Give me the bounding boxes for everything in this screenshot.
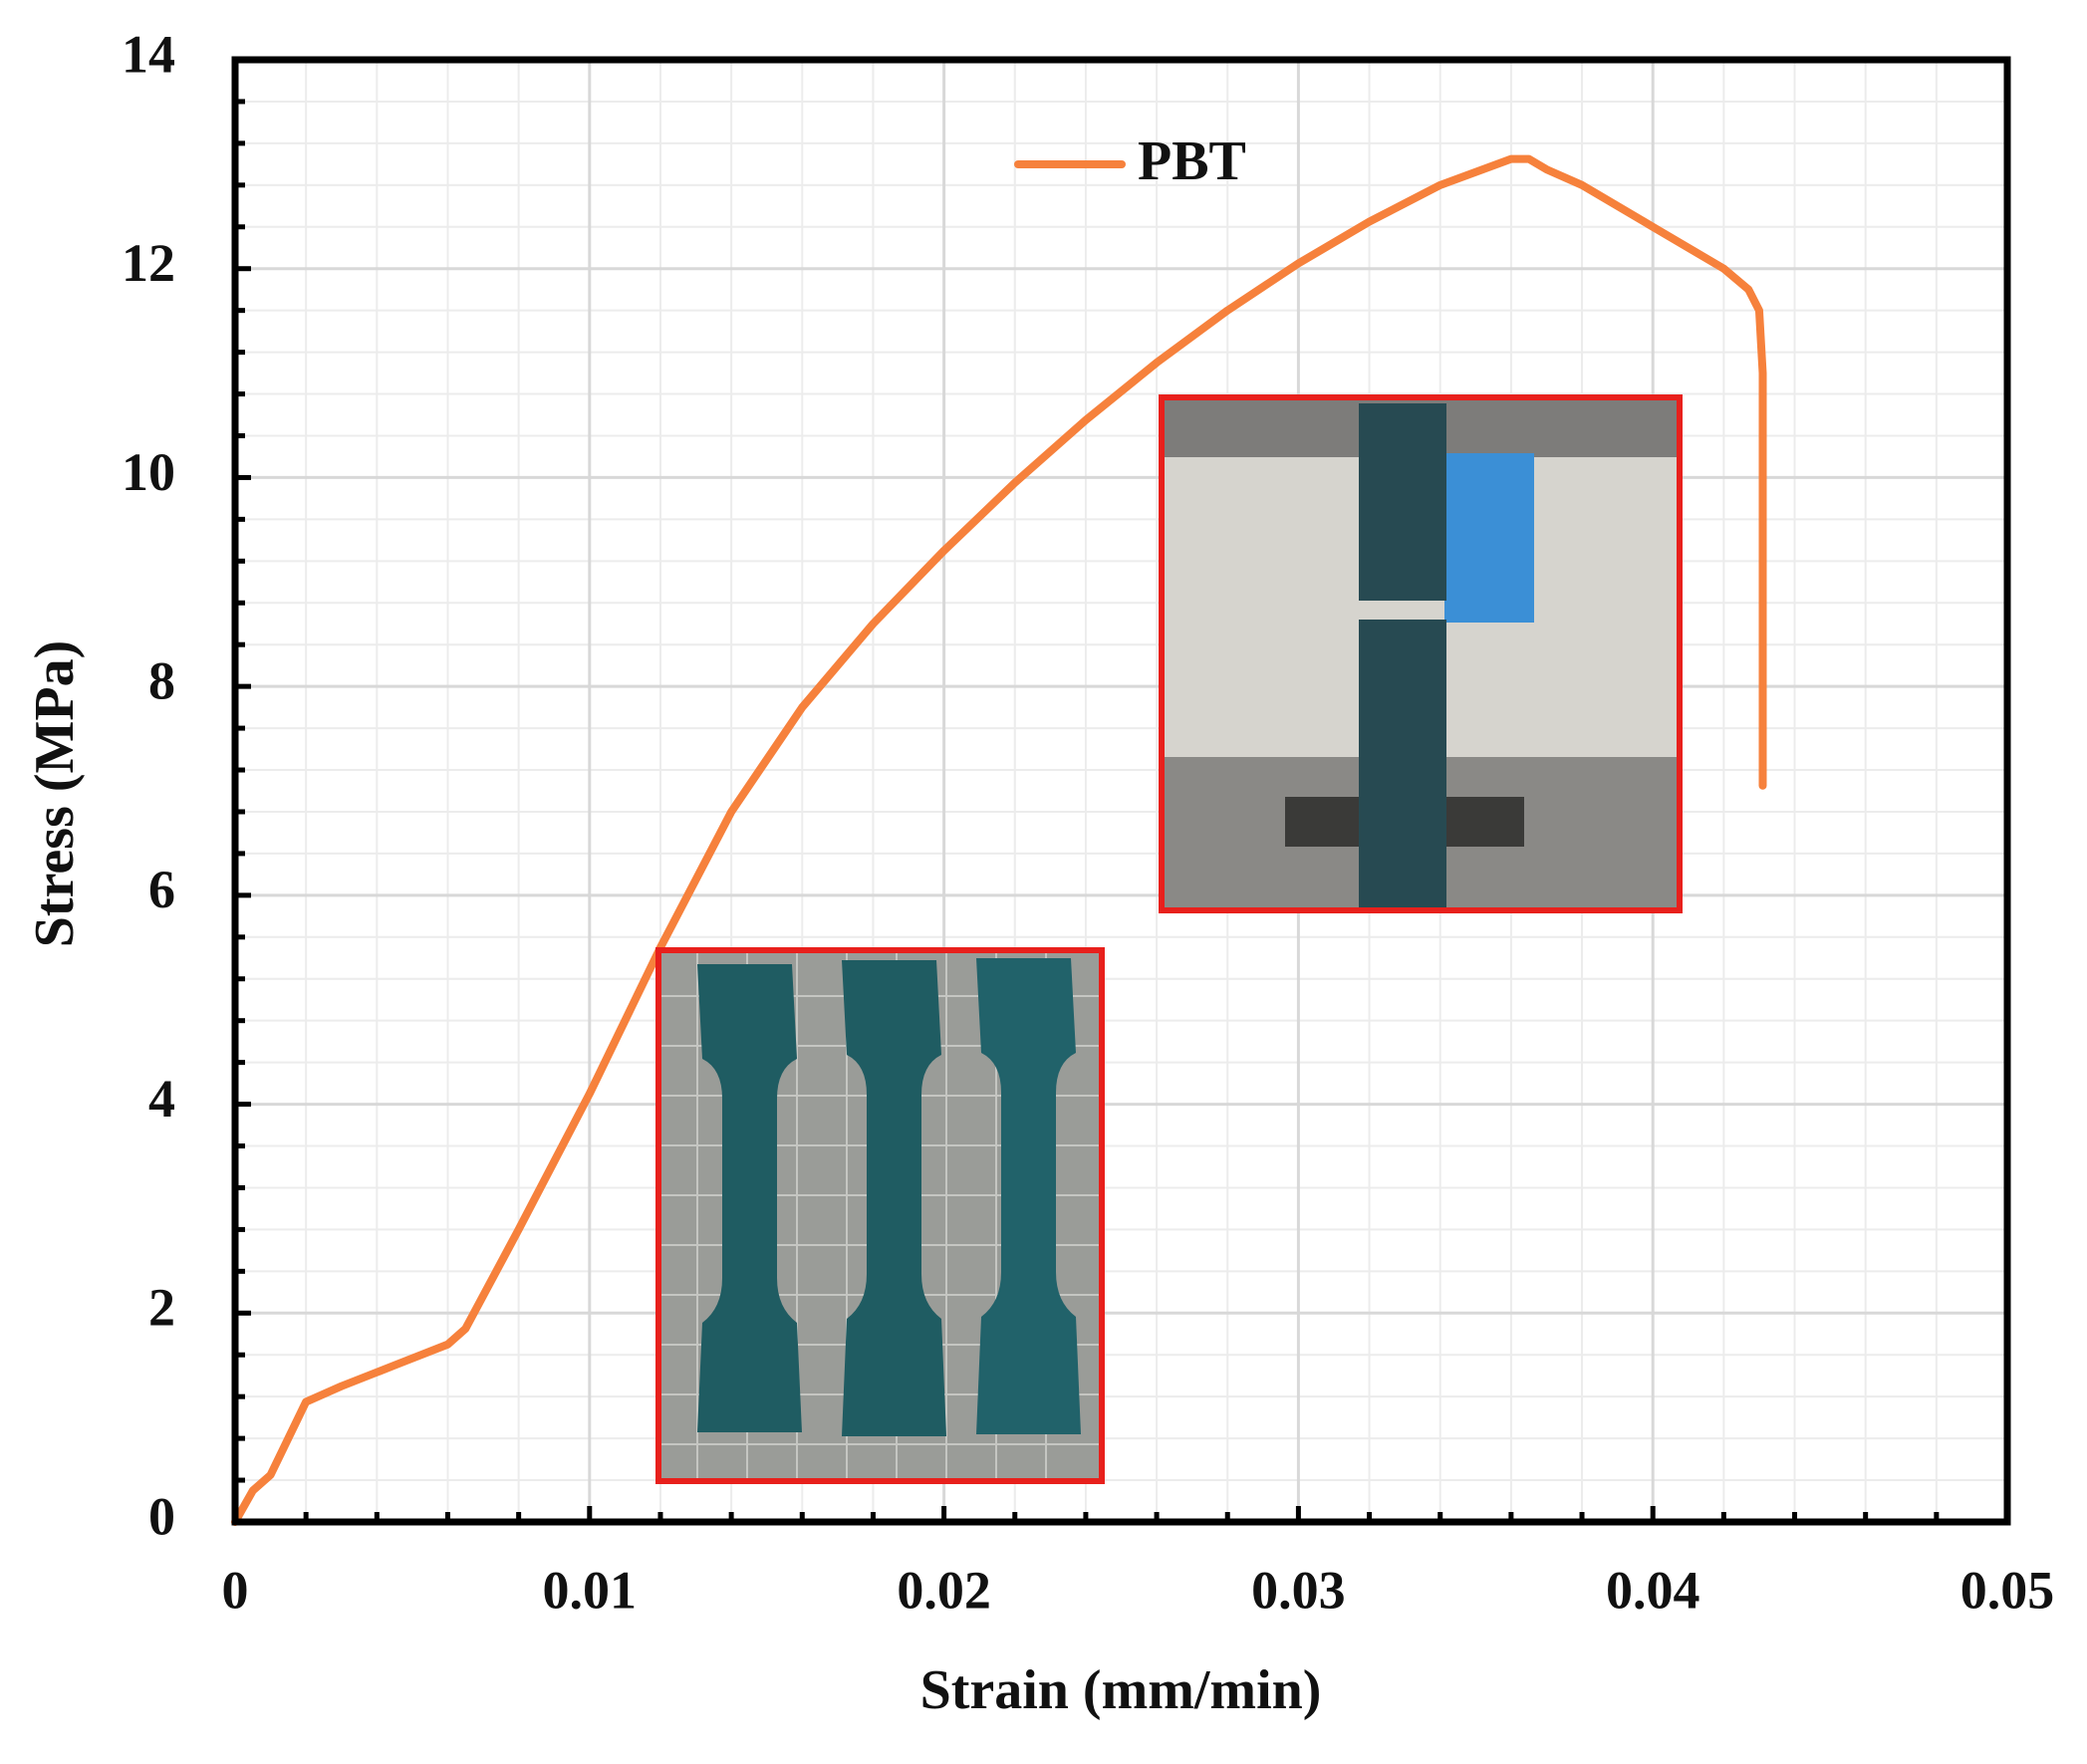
x-tick-label: 0.04 bbox=[1606, 1560, 1700, 1620]
inset-frame bbox=[655, 947, 1105, 1484]
specimen-photo bbox=[655, 947, 1105, 1484]
y-tick-label: 0 bbox=[148, 1486, 175, 1546]
y-tick-label: 6 bbox=[148, 860, 175, 919]
y-tick-label: 2 bbox=[148, 1278, 175, 1338]
y-axis-title: Stress (MPa) bbox=[24, 640, 86, 947]
x-tick-label: 0.03 bbox=[1251, 1560, 1346, 1620]
specimen bbox=[976, 958, 1081, 1434]
blue-object bbox=[1444, 453, 1534, 623]
specimen bbox=[842, 960, 946, 1436]
data-line bbox=[231, 154, 1767, 1526]
y-tick-label: 8 bbox=[148, 651, 175, 711]
y-tick-label: 4 bbox=[148, 1069, 175, 1129]
y-tick-label: 12 bbox=[122, 233, 175, 293]
inset-frame bbox=[1159, 394, 1683, 913]
x-tick-label: 0 bbox=[222, 1560, 249, 1620]
specimen-lower bbox=[1359, 620, 1446, 910]
x-tick-label: 0.02 bbox=[897, 1560, 991, 1620]
specimen-upper bbox=[1359, 403, 1446, 601]
plot-lines bbox=[231, 154, 1767, 1526]
plot-frame bbox=[231, 56, 2011, 1526]
y-tick-label: 14 bbox=[122, 24, 175, 84]
y-tick-label: 10 bbox=[122, 442, 175, 502]
legend-label: PBT bbox=[1138, 130, 1246, 192]
ticks bbox=[232, 57, 2010, 1525]
specimen bbox=[697, 964, 802, 1432]
x-tick-label: 0.01 bbox=[543, 1560, 638, 1620]
test-photo bbox=[1159, 394, 1683, 913]
x-axis-title: Strain (mm/min) bbox=[920, 1659, 1322, 1721]
x-tick-label: 0.05 bbox=[1960, 1560, 2055, 1620]
